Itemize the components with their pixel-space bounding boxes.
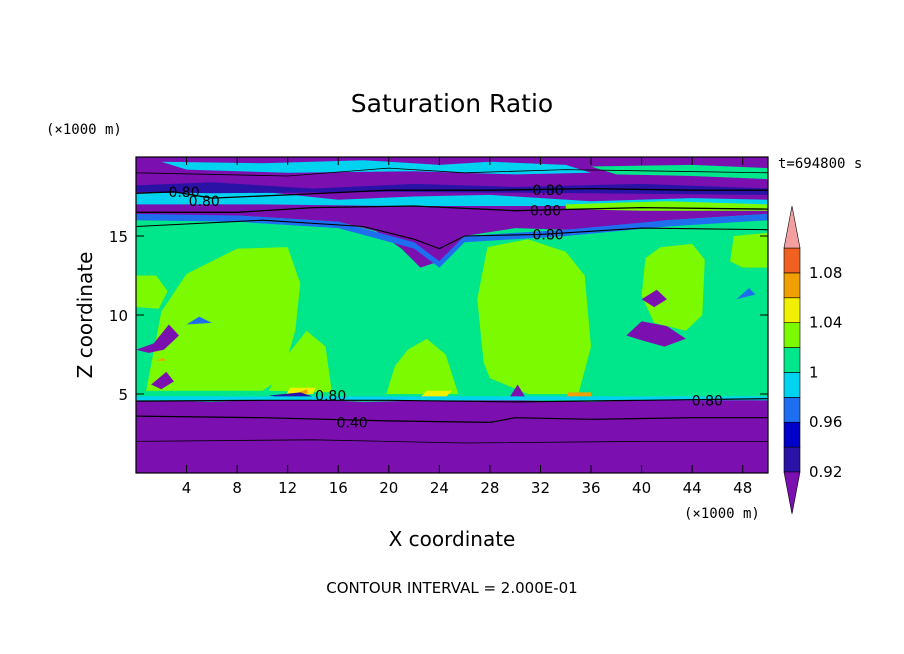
contour-label-4: 0.80: [532, 227, 563, 243]
colorbar-bin-7: [783, 272, 801, 299]
lower-dry-band: [136, 398, 768, 473]
x-tick-label-7: 32: [531, 479, 550, 497]
dry-pocket-1: [136, 324, 179, 353]
contour-label-0: 0.80: [168, 185, 199, 201]
colorbar-label-0: 0.92: [809, 463, 842, 481]
x-tick-label-8: 36: [581, 479, 600, 497]
contour-lines: [136, 167, 768, 444]
contour-040: [136, 415, 768, 424]
cloud-left: [146, 247, 301, 391]
y-axis-label: Z coordinate: [73, 252, 97, 379]
dry-pocket-3: [641, 289, 667, 308]
x-tick-label-9: 40: [632, 479, 651, 497]
y-unit-label: (×1000 m): [46, 122, 122, 138]
contour-080-d: [136, 398, 768, 403]
y-axis: 5 10 15: [109, 228, 768, 404]
top-moist-patch: [161, 160, 592, 175]
dry-pocket-5: [507, 384, 526, 401]
contour-080-a: [136, 187, 768, 199]
saturation-field: [136, 157, 768, 473]
upper-boundary-fringe: [136, 213, 768, 268]
x-tick-label-11: 48: [733, 479, 752, 497]
supersat-sliver-3: [420, 390, 452, 398]
colorbar-bin-2: [783, 397, 801, 423]
contour-label-2: 0.80: [532, 183, 563, 199]
contour-interval-note: CONTOUR INTERVAL = 2.000E-01: [326, 579, 577, 597]
contour-080-c: [136, 219, 768, 250]
x-tick-label-2: 12: [278, 479, 297, 497]
supersat-sliver-5: [156, 357, 166, 361]
blue-fleck-2: [736, 288, 756, 300]
contour-label-1: 0.80: [189, 194, 220, 210]
time-label: t=694800 s: [778, 156, 862, 172]
upper-dry-band: [136, 157, 768, 268]
supersat-sliver-4: [565, 392, 591, 398]
top-right-patch: [591, 164, 768, 180]
dry-pocket-2: [626, 321, 686, 347]
colorbar-label-1: 0.96: [809, 413, 842, 431]
x-tick-label-3: 16: [329, 479, 348, 497]
upper-navy-stripe: [136, 182, 768, 195]
lower-boundary-fringe: [136, 396, 768, 401]
cloud-edge-left: [136, 275, 168, 309]
cloud-right: [641, 243, 705, 331]
x-axis-label: X coordinate: [389, 527, 516, 551]
contour-080-b: [136, 205, 768, 213]
y-tick-label-1: 10: [109, 307, 128, 325]
y-tick-label-2: 15: [109, 228, 128, 246]
colorbar-bin-5: [783, 322, 801, 348]
colorbar-bin-0: [783, 446, 801, 473]
colorbar-bin-1: [783, 421, 801, 448]
colorbar-label-3: 1.04: [809, 314, 842, 332]
contour-label-7: 0.40: [337, 415, 368, 431]
x-tick-label-6: 28: [480, 479, 499, 497]
x-tick-label-0: 4: [182, 479, 192, 497]
contour-top: [136, 167, 768, 177]
x-tick-label-5: 24: [430, 479, 449, 497]
x-tick-label-4: 20: [379, 479, 398, 497]
colorbar-bin-6: [783, 297, 801, 323]
colorbar-bin-4: [783, 347, 801, 373]
blue-fleck-1: [186, 316, 212, 325]
x-unit-label: (×1000 m): [684, 506, 760, 522]
x-tick-label-10: 44: [683, 479, 702, 497]
y-tick-label-0: 5: [118, 386, 128, 404]
colorbar-over-extend: [783, 205, 801, 249]
cloud-edge-right: [730, 232, 768, 268]
dry-pocket-4: [151, 371, 174, 390]
contour-label-5: 0.80: [315, 389, 346, 405]
contour-label-group: 0.800.800.800.800.800.80 0.800.40: [168, 183, 722, 431]
contour-low: [136, 439, 768, 444]
colorbar-label-4: 1.08: [809, 264, 842, 282]
x-axis: 4 8 12 16 20 24 28 32 36 40 44 48: [182, 157, 752, 497]
colorbar: 0.92 0.96 1 1.04 1.08: [783, 205, 842, 515]
chart-title: Saturation Ratio: [351, 89, 553, 118]
contour-label-3: 0.80: [530, 204, 561, 220]
cloud-left-b: [268, 330, 332, 393]
x-tick-label-1: 8: [232, 479, 242, 497]
cloud-center: [477, 239, 591, 394]
colorbar-bin-3: [783, 372, 801, 398]
colorbar-label-2: 1: [809, 363, 819, 381]
colorbar-bin-8: [783, 247, 801, 274]
colorbar-under-extend: [783, 471, 801, 515]
cloud-mid: [386, 338, 459, 394]
field-layer: [136, 157, 768, 473]
contour-label-6: 0.80: [692, 393, 723, 409]
